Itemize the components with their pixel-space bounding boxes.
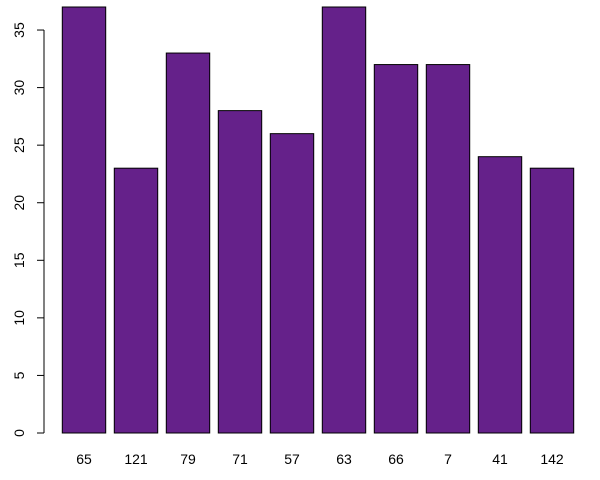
x-tick-label-142: 142 [540, 451, 564, 467]
x-tick-label-65: 65 [76, 451, 92, 467]
bar-142 [529, 167, 575, 434]
bar-63 [321, 6, 367, 434]
bar-7 [425, 64, 471, 434]
bar-71 [217, 110, 263, 434]
bar-65 [61, 6, 107, 434]
y-tick-label-5: 5 [11, 371, 27, 379]
x-tick-label-121: 121 [124, 451, 148, 467]
y-tick-label-35: 35 [11, 22, 27, 38]
y-tick-label-15: 15 [11, 252, 27, 268]
x-tick-label-79: 79 [180, 451, 196, 467]
y-axis: 0 5 10 15 20 25 30 35 [11, 22, 45, 437]
x-tick-label-71: 71 [232, 451, 248, 467]
bars-group [61, 6, 575, 434]
y-tick-label-20: 20 [11, 195, 27, 211]
bar-66 [373, 64, 419, 434]
x-tick-label-7: 7 [444, 451, 452, 467]
bar-121 [113, 167, 159, 434]
y-tick-label-10: 10 [11, 310, 27, 326]
bar-41 [477, 156, 523, 434]
x-tick-label-57: 57 [284, 451, 300, 467]
x-tick-label-63: 63 [336, 451, 352, 467]
bar-79 [165, 52, 211, 434]
x-tick-label-41: 41 [492, 451, 508, 467]
y-tick-label-0: 0 [11, 429, 27, 437]
x-tick-label-66: 66 [388, 451, 404, 467]
y-tick-label-30: 30 [11, 80, 27, 96]
bar-57 [269, 133, 315, 434]
y-tick-label-25: 25 [11, 137, 27, 153]
x-tick-labels: 65 121 79 71 57 63 66 7 41 142 [76, 451, 564, 467]
